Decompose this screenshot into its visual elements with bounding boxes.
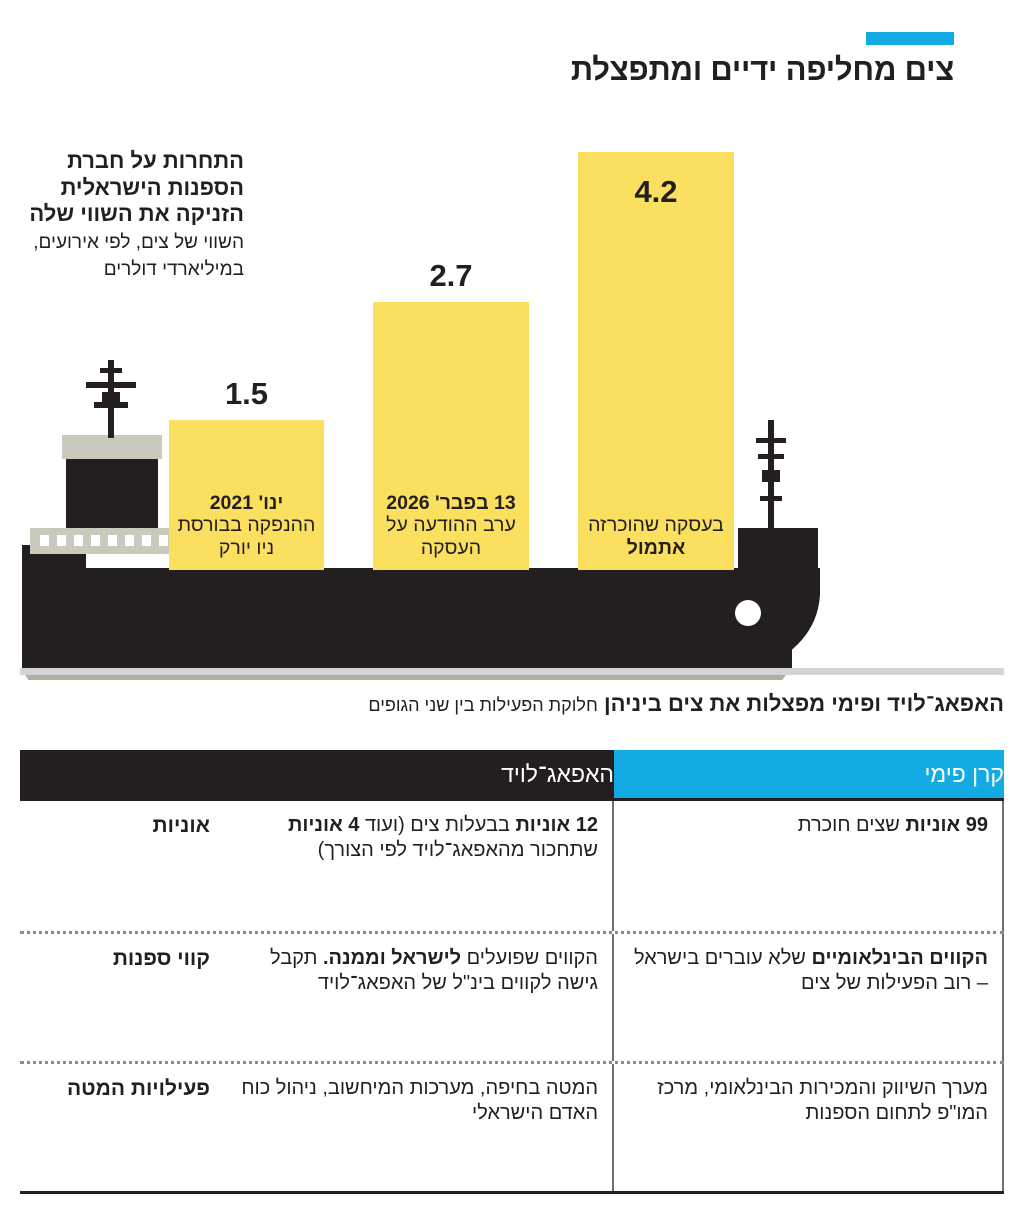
accent-rule <box>866 32 954 45</box>
bar-jan-2021: 1.5 ינו' 2021 ההנפקה בבורסת ניו יורק <box>169 376 324 570</box>
cell-fimi-0-part-0: 12 אוניות <box>515 814 598 836</box>
bar-value-0: 1.5 <box>224 376 269 411</box>
table-standfirst-bold: האפאג־לויד ופימי מפצלות את צים ביניהן <box>603 691 1004 716</box>
activity-split-table: האפאג־לויד קרן פימי 99 אוניות שצים חוכרת… <box>20 750 1004 1194</box>
cell-fimi-0-part-1: בבעלות צים (ועוד <box>359 814 516 836</box>
bar-caption-2-bold: אתמול <box>626 537 686 560</box>
bar-value-2: 4.2 <box>634 174 678 209</box>
chart-standfirst: התחרות על חברת הספנות הישראלית הזניקה את… <box>12 148 244 282</box>
bar-caption-1: 13 בפבר' 2026 ערב ההודעה על העסקה <box>373 492 529 560</box>
bar-caption-1-bold: 13 בפבר' 2026 <box>386 491 516 514</box>
bar-caption-0-bold: ינו' 2021 <box>209 491 284 514</box>
table-standfirst: האפאג־לויד ופימי מפצלות את צים ביניהן חל… <box>20 690 1004 718</box>
row-label-2: פעילויות המטה <box>66 1077 210 1100</box>
bar-caption-2-rest: בעסקה שהוכרזה <box>588 514 724 537</box>
cell-fimi-2-part-0: המטה בחיפה, מערכות המיחשוב, ניהול כוח הא… <box>241 1077 598 1124</box>
cell-hapag-2-part-0: מערך השיווק והמכירות הבינלאומי, מרכז המו… <box>657 1077 988 1124</box>
cell-hapag-1-part-0: הקווים הבינלאומיים <box>811 947 988 969</box>
table-bottom-rule <box>20 1191 1004 1194</box>
cell-hapag-0: 99 אוניות שצים חוכרת <box>614 801 1004 931</box>
table-header-row: האפאג־לויד קרן פימי <box>20 750 1004 798</box>
cell-fimi-0-part-3: שתחכור מהאפאג־לויד לפי הצורך) <box>317 839 598 861</box>
cell-fimi-1-part-2: תקבל גישה לקווים בינ"ל של האפאג־לויד <box>270 947 598 994</box>
cell-fimi-1-part-0: הקווים שפועלים <box>461 947 598 969</box>
bar-caption-0-rest: ההנפקה בבורסת ניו יורק <box>177 514 316 560</box>
standfirst-sub: השווי של צים, לפי אירועים, במיליארדי דול… <box>33 231 244 280</box>
cell-fimi-1: הקווים שפועלים לישראל וממנה. תקבל גישה ל… <box>224 934 614 1061</box>
cell-fimi-1-part-1: לישראל וממנה. <box>322 947 462 969</box>
table-row: הקווים הבינלאומיים שלא עוברים בישראל – ר… <box>20 931 1004 1061</box>
cell-hapag-0-part-0: 99 אוניות <box>905 814 988 836</box>
row-label-1: קווי ספנות <box>112 947 210 970</box>
bar-caption-1-rest: ערב ההודעה על העסקה <box>386 514 516 560</box>
bar-caption-2: בעסקה שהוכרזה אתמול <box>578 514 734 560</box>
value-bar-chart: התחרות על חברת הספנות הישראלית הזניקה את… <box>0 120 1024 680</box>
table-header-fimi: קרן פימי <box>614 750 1004 798</box>
row-label-0: אוניות <box>152 814 210 837</box>
page-title: צים מחליפה ידיים ומתפצלת <box>570 52 954 87</box>
table-body: 99 אוניות שצים חוכרת 12 אוניות בבעלות צים… <box>20 801 1004 1191</box>
section-divider <box>20 668 1004 675</box>
table-row: מערך השיווק והמכירות הבינלאומי, מרכז המו… <box>20 1061 1004 1191</box>
bar-caption-0: ינו' 2021 ההנפקה בבורסת ניו יורק <box>169 492 324 560</box>
table-header-hapag: האפאג־לויד <box>20 750 614 798</box>
cell-fimi-0: 12 אוניות בבעלות צים (ועוד 4 אוניות שתחכ… <box>224 801 614 931</box>
cell-fimi-2: המטה בחיפה, מערכות המיחשוב, ניהול כוח הא… <box>224 1064 614 1191</box>
table-standfirst-sub: חלוקת הפעילות בין שני הגופים <box>368 695 598 715</box>
table-row: 99 אוניות שצים חוכרת 12 אוניות בבעלות צים… <box>20 801 1004 931</box>
table-top-rule <box>20 798 1004 801</box>
cell-hapag-1: הקווים הבינלאומיים שלא עוברים בישראל – ר… <box>614 934 1004 1061</box>
bar-value-1: 2.7 <box>429 258 473 293</box>
bar-deal-announced: 4.2 בעסקה שהוכרזה אתמול <box>578 152 734 570</box>
cell-hapag-1-part-1: שלא עוברים בישראל – רוב הפעילות של צים <box>633 947 988 994</box>
cell-hapag-0-part-1: שצים חוכרת <box>797 814 906 836</box>
cell-hapag-2: מערך השיווק והמכירות הבינלאומי, מרכז המו… <box>614 1064 1004 1191</box>
bar-feb-2026: 2.7 13 בפבר' 2026 ערב ההודעה על העסקה <box>373 258 529 570</box>
standfirst-lede: התחרות על חברת הספנות הישראלית הזניקה את… <box>29 148 244 227</box>
cell-fimi-0-part-2: 4 אוניות <box>287 814 360 836</box>
